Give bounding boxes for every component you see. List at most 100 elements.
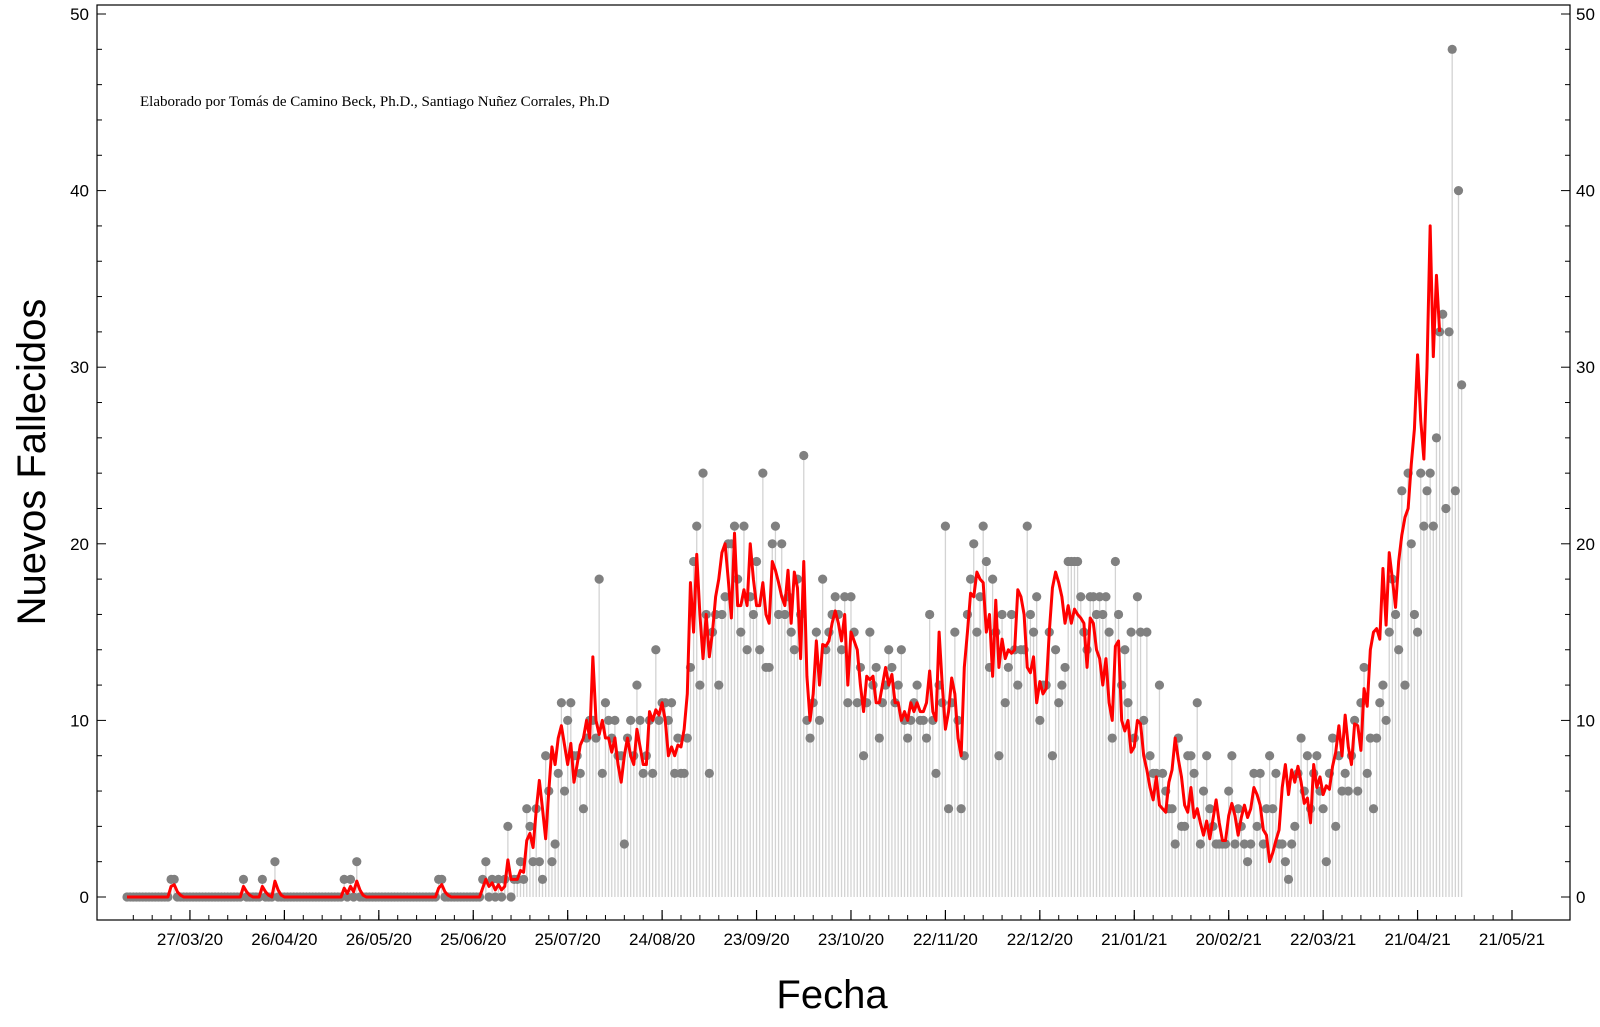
- data-point: [871, 662, 881, 673]
- data-point: [1331, 821, 1341, 831]
- annotation-credit: Elaborado por Tomás de Camino Beck, Ph.D…: [140, 94, 610, 110]
- data-point: [547, 857, 557, 867]
- data-point: [1028, 627, 1039, 637]
- data-point: [1107, 733, 1117, 743]
- data-point: [767, 539, 777, 549]
- data-point: [1390, 609, 1401, 620]
- data-point: [780, 609, 790, 620]
- data-point: [943, 804, 954, 814]
- data-point: [1246, 839, 1256, 849]
- data-point: [777, 539, 787, 549]
- data-point: [1126, 627, 1136, 637]
- data-point: [758, 468, 768, 478]
- data-point: [1343, 786, 1353, 796]
- data-point: [1412, 627, 1423, 637]
- data-point: [811, 627, 821, 637]
- data-point: [1435, 327, 1445, 337]
- data-point: [786, 627, 796, 637]
- x-axis-title: Fecha: [776, 973, 888, 1017]
- data-point: [921, 733, 932, 743]
- data-point: [1271, 768, 1281, 778]
- data-point: [600, 698, 611, 708]
- data-point: [1076, 592, 1086, 602]
- data-point: [339, 874, 349, 884]
- line-layer: [127, 224, 1442, 899]
- y-tick-label-left: 0: [80, 888, 89, 907]
- data-point: [506, 892, 516, 902]
- data-point: [836, 645, 847, 655]
- data-point: [1227, 751, 1237, 761]
- data-point: [1095, 592, 1105, 602]
- data-point: [481, 857, 491, 867]
- data-point: [988, 574, 998, 584]
- data-point: [764, 662, 774, 673]
- data-point: [1032, 592, 1042, 602]
- data-point: [1192, 698, 1202, 708]
- data-point: [1006, 609, 1017, 620]
- data-point: [720, 592, 730, 602]
- data-point: [1350, 715, 1360, 726]
- data-point: [1337, 786, 1347, 796]
- data-point: [1145, 751, 1155, 761]
- data-point: [1104, 627, 1114, 637]
- data-point: [965, 574, 976, 584]
- data-point: [559, 786, 570, 796]
- data-point: [1327, 733, 1338, 743]
- data-point: [940, 521, 951, 531]
- data-point: [1428, 521, 1438, 531]
- data-point: [525, 821, 535, 831]
- x-tick-label: 21/05/21: [1479, 930, 1545, 949]
- data-point: [1397, 486, 1407, 496]
- data-point: [484, 892, 494, 902]
- data-point: [349, 892, 359, 902]
- data-point: [912, 680, 922, 690]
- data-point: [799, 450, 809, 461]
- x-tick-label: 27/03/20: [157, 930, 223, 949]
- data-point: [1444, 327, 1454, 337]
- data-point: [874, 733, 884, 743]
- data-point: [729, 521, 740, 531]
- data-point: [1406, 539, 1416, 549]
- data-point: [1457, 380, 1467, 390]
- data-point: [1302, 751, 1312, 761]
- data-point: [553, 768, 563, 778]
- data-point: [1375, 698, 1385, 708]
- data-point: [887, 662, 897, 673]
- data-point: [1438, 309, 1448, 319]
- data-point: [1283, 874, 1294, 884]
- data-point: [805, 733, 815, 743]
- data-point: [541, 751, 551, 761]
- x-tick-label: 21/04/21: [1384, 930, 1450, 949]
- data-point: [1205, 804, 1215, 814]
- data-point: [1372, 733, 1382, 743]
- data-point: [1416, 468, 1426, 478]
- data-point: [1167, 804, 1177, 814]
- data-point: [1186, 751, 1196, 761]
- data-point: [635, 715, 645, 726]
- data-point: [698, 468, 708, 478]
- y-tick-label-right: 40: [1576, 182, 1595, 201]
- x-tick-label: 21/01/21: [1101, 930, 1167, 949]
- data-point: [1365, 733, 1375, 743]
- x-tick-label: 22/12/20: [1007, 930, 1073, 949]
- y-tick-label-left: 50: [70, 5, 89, 24]
- data-point: [1000, 698, 1010, 708]
- x-tick-label: 22/03/21: [1290, 930, 1356, 949]
- data-point: [717, 609, 727, 620]
- data-point: [1312, 751, 1322, 761]
- data-point: [994, 751, 1004, 761]
- data-point: [1340, 768, 1350, 778]
- data-point: [575, 768, 585, 778]
- data-point: [597, 768, 607, 778]
- data-point: [1224, 786, 1234, 796]
- data-point: [493, 874, 504, 884]
- data-point: [1249, 768, 1259, 778]
- data-point: [1035, 715, 1045, 726]
- data-point: [814, 715, 825, 726]
- data-point: [1296, 733, 1306, 743]
- y-tick-label-left: 30: [70, 358, 89, 377]
- y-tick-label-right: 50: [1576, 5, 1595, 24]
- data-point: [169, 874, 179, 884]
- data-point: [638, 768, 648, 778]
- data-point: [1180, 821, 1190, 831]
